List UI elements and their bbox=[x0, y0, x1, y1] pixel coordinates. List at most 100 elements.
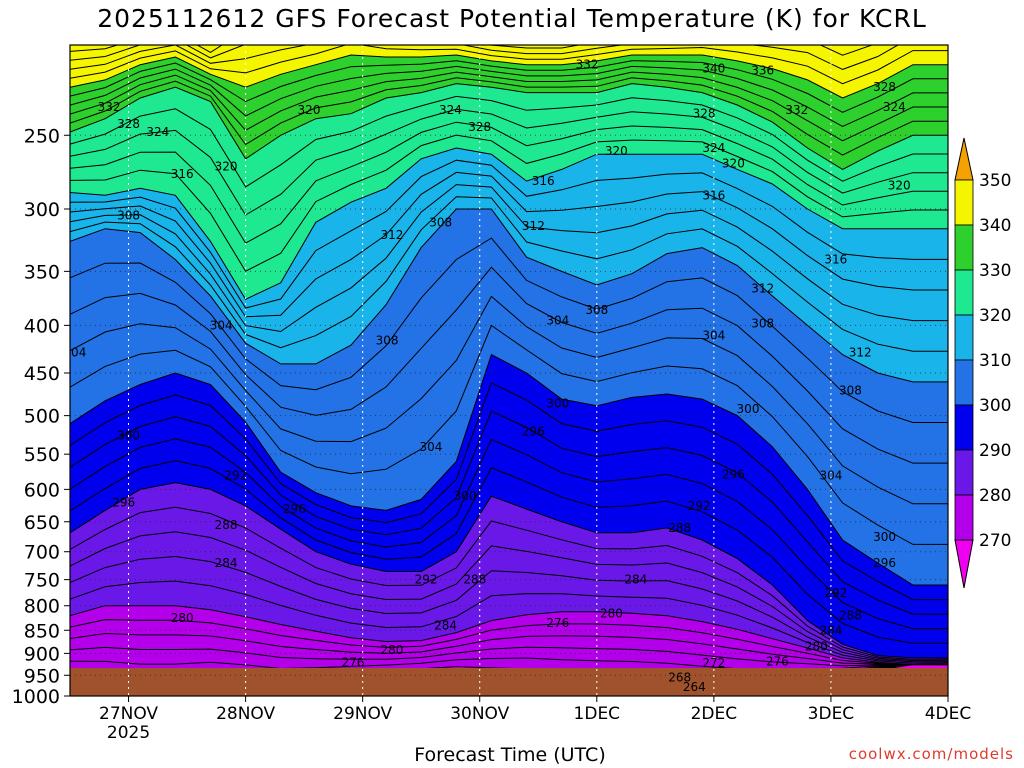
y-tick-label: 550 bbox=[24, 444, 60, 466]
contour-label: 288 bbox=[668, 521, 691, 535]
contour-label: 300 bbox=[737, 402, 760, 416]
contour-label: 284 bbox=[624, 573, 647, 587]
x-tick-label: 2DEC bbox=[691, 704, 738, 724]
colorbar-swatch bbox=[954, 404, 974, 451]
contour-label: 300 bbox=[454, 489, 477, 503]
isentrope-line bbox=[70, 147, 948, 300]
isentrope-line bbox=[70, 65, 948, 128]
x-tick-label: 4DEC bbox=[925, 704, 972, 724]
contour-label: 280 bbox=[171, 611, 194, 625]
credit-link[interactable]: coolwx.com/models bbox=[848, 745, 1014, 763]
x-tick-sublabel: 2025 bbox=[107, 723, 150, 743]
contour-label: 276 bbox=[546, 616, 569, 630]
contour-label: 308 bbox=[585, 303, 608, 317]
contour-label: 264 bbox=[683, 680, 706, 694]
contour-label: 296 bbox=[522, 424, 545, 438]
colorbar-swatch bbox=[954, 494, 974, 541]
contour-label: 304 bbox=[702, 328, 725, 342]
isentrope-line bbox=[70, 646, 948, 667]
contour-label: 296 bbox=[112, 496, 135, 510]
colorbar-swatch bbox=[954, 359, 974, 406]
contour-label: 308 bbox=[839, 384, 862, 398]
contour-label: 304 bbox=[210, 318, 233, 332]
isentrope-line bbox=[70, 382, 948, 601]
isentrope-line bbox=[70, 208, 948, 383]
plot-frame bbox=[69, 44, 949, 697]
contour-label: 296 bbox=[722, 467, 745, 481]
colorbar-extend-bottom bbox=[954, 539, 974, 589]
contour-label: 304 bbox=[546, 313, 569, 327]
contour-label: 300 bbox=[546, 396, 569, 410]
contour-label: 304 bbox=[63, 346, 86, 360]
isentrope-line bbox=[70, 266, 948, 464]
y-tick-label: 950 bbox=[24, 665, 60, 687]
colorbar-swatch bbox=[954, 179, 974, 226]
contour-label: 328 bbox=[117, 117, 140, 131]
contour-label: 316 bbox=[532, 174, 555, 188]
isentrope-line bbox=[70, 438, 948, 630]
y-tick-label: 450 bbox=[24, 363, 60, 385]
isentrope-line bbox=[70, 237, 948, 423]
contour-label: 336 bbox=[751, 63, 774, 77]
contour-label: 276 bbox=[766, 654, 789, 668]
chart-title: 2025112612 GFS Forecast Potential Temper… bbox=[97, 4, 927, 33]
contour-label: 284 bbox=[819, 623, 842, 637]
contour-label: 284 bbox=[215, 556, 238, 570]
x-tick-label: 1DEC bbox=[574, 704, 621, 724]
y-tick-label: 850 bbox=[24, 620, 60, 642]
contour-label: 288 bbox=[463, 573, 486, 587]
contour-label: 268 bbox=[668, 670, 691, 684]
contour-label: 324 bbox=[883, 100, 906, 114]
isentrope-line bbox=[70, 54, 948, 99]
contour-label: 312 bbox=[751, 281, 774, 295]
x-tick-label: 30NOV bbox=[450, 704, 509, 724]
isentrope-line bbox=[70, 45, 223, 53]
isentrope-line bbox=[70, 324, 948, 545]
contour-label: 316 bbox=[171, 167, 194, 181]
isentrope-line bbox=[70, 159, 948, 309]
contour-label: 308 bbox=[751, 316, 774, 330]
contour-label: 328 bbox=[873, 80, 896, 94]
isentrope-line bbox=[70, 196, 948, 352]
contour-label: 312 bbox=[522, 219, 545, 233]
contour-label: 288 bbox=[215, 518, 238, 532]
y-tick-label: 500 bbox=[24, 406, 60, 428]
y-tick-label: 400 bbox=[24, 315, 60, 337]
contour-label: 324 bbox=[439, 103, 462, 117]
colorbar-label: 280 bbox=[979, 486, 1011, 506]
y-tick-label: 300 bbox=[24, 199, 60, 221]
isentrope-line bbox=[70, 45, 874, 61]
y-tick-label: 900 bbox=[24, 643, 60, 665]
contour-label: 316 bbox=[824, 253, 847, 267]
contour-label: 308 bbox=[117, 209, 140, 223]
y-tick-label: 600 bbox=[24, 479, 60, 501]
contour-label: 280 bbox=[600, 606, 623, 620]
contour-label: 324 bbox=[146, 125, 169, 139]
isentrope-line bbox=[70, 45, 948, 85]
contour-label: 288 bbox=[839, 609, 862, 623]
band-340 bbox=[70, 45, 948, 98]
colorbar-label: 310 bbox=[979, 351, 1011, 371]
contour-label: 320 bbox=[298, 103, 321, 117]
isentrope-line bbox=[70, 353, 948, 586]
contour-label: 272 bbox=[702, 656, 725, 670]
contour-label: 300 bbox=[873, 530, 896, 544]
colorbar-label: 290 bbox=[979, 441, 1011, 461]
isentrope-line bbox=[70, 171, 948, 318]
contour-label: 304 bbox=[420, 440, 443, 454]
contour-label: 340 bbox=[702, 62, 725, 76]
isentrope-line bbox=[70, 184, 948, 333]
colorbar-swatch bbox=[954, 314, 974, 361]
isentrope-line bbox=[70, 134, 948, 272]
contour-label: 320 bbox=[605, 144, 628, 158]
contour-label: 324 bbox=[702, 141, 725, 155]
isentrope-line bbox=[70, 71, 948, 142]
contour-label: 332 bbox=[98, 100, 121, 114]
isentrope-line bbox=[70, 605, 948, 666]
contour-label: 332 bbox=[785, 103, 808, 117]
isentrope-line bbox=[70, 295, 948, 505]
contour-label: 280 bbox=[805, 640, 828, 654]
contour-label: 308 bbox=[376, 333, 399, 347]
isentrope-line bbox=[70, 632, 948, 666]
